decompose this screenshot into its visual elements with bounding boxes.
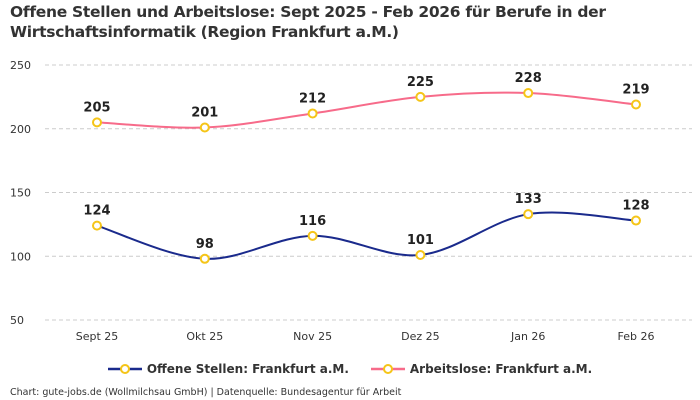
data-point: [523, 88, 534, 99]
data-point: [199, 122, 210, 133]
x-tick-label: Sept 25: [76, 330, 119, 343]
data-label: 219: [622, 83, 649, 98]
y-tick-label: 200: [10, 123, 31, 136]
x-tick-label: Okt 25: [186, 330, 223, 343]
data-point: [92, 220, 102, 231]
series-line: [96, 211, 637, 260]
x-tick-label: Feb 26: [618, 330, 655, 343]
chart-title: Offene Stellen und Arbeitslose: Sept 202…: [10, 3, 606, 41]
data-label: 116: [299, 214, 326, 229]
footer-source: Chart: gute-jobs.de (Wollmilchsau GmbH) …: [10, 387, 402, 398]
legend-marker-icon: [107, 364, 142, 374]
y-tick-label: 250: [10, 59, 31, 72]
legend: Offene Stellen: Frankfurt a.M. Arbeitslos…: [0, 362, 700, 376]
data-label: 128: [622, 199, 649, 214]
data-label: 212: [299, 91, 326, 106]
data-point: [631, 215, 641, 226]
data-label: 133: [515, 192, 542, 207]
legend-label: Arbeitslose: Frankfurt a.M.: [409, 362, 593, 376]
data-point: [307, 230, 318, 241]
data-label: 98: [196, 237, 214, 252]
data-label: 205: [83, 100, 110, 115]
data-point: [92, 117, 102, 128]
data-label: 201: [191, 105, 218, 120]
data-label: 228: [515, 71, 542, 86]
data-label: 225: [407, 75, 434, 90]
data-point: [415, 249, 426, 260]
y-tick-label: 100: [10, 250, 31, 263]
series-line: [96, 91, 637, 129]
data-point: [631, 99, 641, 110]
y-tick-label: 50: [10, 314, 24, 327]
legend-marker-icon: [370, 364, 405, 374]
data-point: [415, 91, 426, 102]
x-tick-label: Nov 25: [293, 330, 332, 343]
data-point: [307, 108, 318, 119]
x-tick-label: Dez 25: [401, 330, 440, 343]
legend-item[interactable]: Offene Stellen: Frankfurt a.M.: [107, 362, 349, 376]
data-label: 124: [83, 204, 110, 219]
data-point: [523, 209, 534, 220]
y-tick-label: 150: [10, 187, 31, 200]
data-point: [199, 253, 210, 264]
legend-label: Offene Stellen: Frankfurt a.M.: [146, 362, 349, 376]
legend-item[interactable]: Arbeitslose: Frankfurt a.M.: [370, 362, 593, 376]
x-tick-label: Jan 26: [510, 330, 545, 343]
data-label: 101: [407, 233, 434, 248]
